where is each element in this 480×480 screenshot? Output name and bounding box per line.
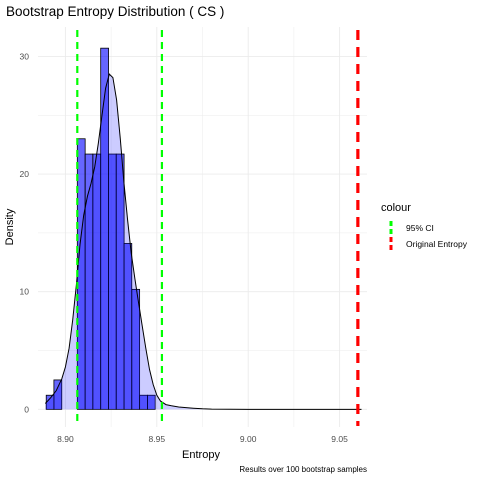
x-tick-label: 9.05 (331, 434, 348, 444)
x-tick-label: 8.90 (57, 434, 74, 444)
histogram-bar (147, 394, 156, 410)
y-tick-label: 20 (20, 169, 30, 179)
x-tick-label: 8.95 (149, 434, 166, 444)
legend-title: colour (381, 202, 411, 214)
histogram-bar (131, 288, 141, 410)
y-axis-title: Density (4, 208, 16, 245)
y-tick-label: 10 (20, 287, 30, 297)
legend-label: Original Entropy (406, 239, 468, 249)
chart-caption: Results over 100 bootstrap samples (239, 465, 367, 474)
axis-ticks: 8.90 8.95 9.00 9.05 0 10 20 30 (20, 51, 349, 444)
density-curve (44, 73, 362, 410)
legend-label: 95% CI (406, 223, 434, 233)
histogram-bars (45, 47, 156, 410)
legend: colour 95% CI Original Entropy (381, 202, 468, 251)
density-curve-group (44, 73, 362, 410)
x-tick-label: 9.00 (240, 434, 257, 444)
histogram-bar (53, 379, 63, 410)
reference-lines (76, 30, 360, 426)
y-tick-label: 30 (20, 51, 30, 61)
chart-title: Bootstrap Entropy Distribution ( CS ) (6, 4, 224, 19)
density-area (45, 74, 362, 410)
y-tick-label: 0 (24, 404, 29, 414)
x-axis-title: Entropy (182, 449, 220, 461)
legend-entries: 95% CI Original Entropy (389, 221, 468, 251)
